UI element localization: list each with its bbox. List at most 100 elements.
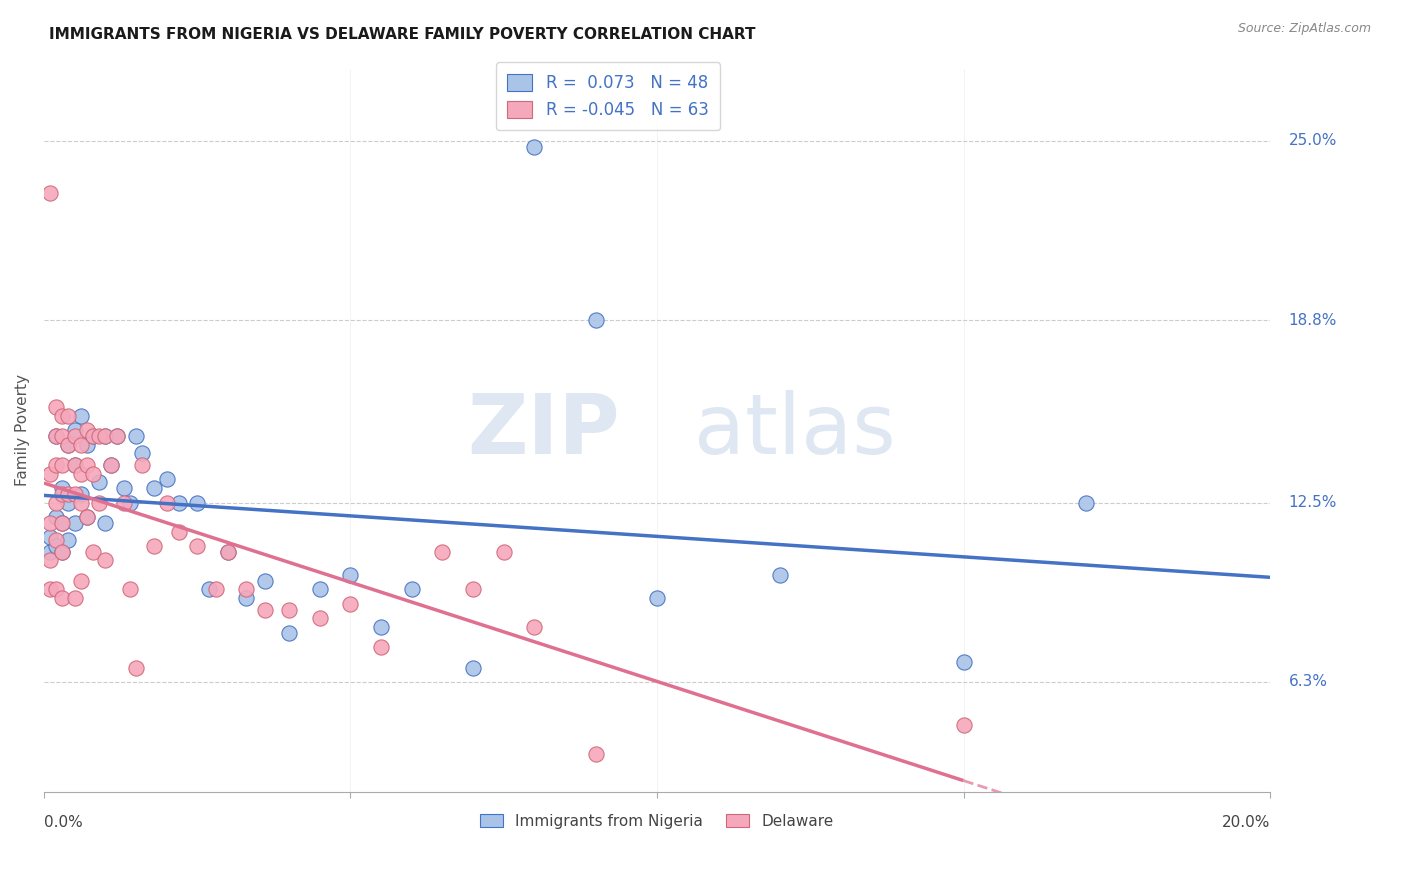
Point: [100, 458, 122, 472]
Point: [51, 487, 73, 501]
Point: [186, 495, 208, 509]
Point: [69, 487, 91, 501]
Text: atlas: atlas: [693, 390, 896, 471]
Point: [82, 467, 104, 481]
Text: Source: ZipAtlas.com: Source: ZipAtlas.com: [1237, 22, 1371, 36]
Point: [167, 495, 190, 509]
Point: [45, 400, 67, 414]
Point: [45, 533, 67, 548]
Point: [131, 458, 153, 472]
Point: [58, 487, 80, 501]
Point: [39, 582, 62, 597]
Point: [82, 545, 104, 559]
Point: [167, 524, 190, 539]
Point: [585, 313, 607, 327]
Point: [401, 582, 423, 597]
Point: [51, 516, 73, 530]
Point: [51, 516, 73, 530]
Y-axis label: Family Poverty: Family Poverty: [15, 375, 30, 486]
Point: [63, 487, 86, 501]
Point: [58, 438, 80, 452]
Text: ZIP: ZIP: [468, 390, 620, 471]
Point: [112, 481, 135, 495]
Point: [69, 574, 91, 588]
Point: [432, 545, 454, 559]
Point: [58, 409, 80, 423]
Text: 25.0%: 25.0%: [1288, 134, 1337, 148]
Text: 18.8%: 18.8%: [1288, 313, 1337, 327]
Point: [217, 545, 239, 559]
Point: [339, 568, 361, 582]
Point: [45, 458, 67, 472]
Point: [51, 545, 73, 559]
Point: [76, 438, 98, 452]
Point: [51, 545, 73, 559]
Point: [82, 429, 104, 443]
Point: [45, 495, 67, 509]
Point: [45, 539, 67, 553]
Point: [51, 458, 73, 472]
Point: [63, 516, 86, 530]
Point: [69, 409, 91, 423]
Point: [39, 545, 62, 559]
Point: [39, 530, 62, 544]
Point: [94, 429, 117, 443]
Point: [339, 597, 361, 611]
Point: [308, 582, 330, 597]
Point: [143, 481, 166, 495]
Point: [94, 516, 117, 530]
Point: [82, 429, 104, 443]
Point: [63, 423, 86, 437]
Point: [370, 640, 392, 655]
Point: [278, 625, 301, 640]
Legend: Immigrants from Nigeria, Delaware: Immigrants from Nigeria, Delaware: [474, 807, 839, 835]
Point: [492, 545, 515, 559]
Point: [125, 660, 148, 674]
Point: [58, 438, 80, 452]
Point: [198, 582, 221, 597]
Point: [39, 186, 62, 200]
Point: [461, 582, 484, 597]
Point: [112, 495, 135, 509]
Point: [107, 429, 129, 443]
Point: [45, 429, 67, 443]
Point: [76, 510, 98, 524]
Point: [39, 553, 62, 567]
Point: [253, 574, 276, 588]
Point: [58, 495, 80, 509]
Point: [461, 660, 484, 674]
Point: [952, 655, 974, 669]
Point: [51, 591, 73, 605]
Text: 20.0%: 20.0%: [1222, 815, 1270, 830]
Point: [69, 467, 91, 481]
Point: [143, 539, 166, 553]
Point: [278, 602, 301, 616]
Point: [100, 458, 122, 472]
Point: [87, 475, 110, 490]
Point: [63, 458, 86, 472]
Point: [51, 409, 73, 423]
Point: [63, 591, 86, 605]
Text: 6.3%: 6.3%: [1288, 674, 1327, 690]
Point: [125, 429, 148, 443]
Point: [155, 495, 177, 509]
Text: IMMIGRANTS FROM NIGERIA VS DELAWARE FAMILY POVERTY CORRELATION CHART: IMMIGRANTS FROM NIGERIA VS DELAWARE FAMI…: [49, 27, 755, 42]
Point: [523, 620, 546, 634]
Point: [51, 481, 73, 495]
Point: [39, 467, 62, 481]
Point: [370, 620, 392, 634]
Point: [118, 495, 141, 509]
Point: [45, 510, 67, 524]
Point: [39, 516, 62, 530]
Point: [235, 591, 257, 605]
Point: [155, 472, 177, 486]
Point: [87, 495, 110, 509]
Point: [94, 429, 117, 443]
Text: 12.5%: 12.5%: [1288, 495, 1337, 510]
Point: [253, 602, 276, 616]
Point: [523, 139, 546, 153]
Point: [69, 438, 91, 452]
Point: [768, 568, 790, 582]
Point: [186, 539, 208, 553]
Point: [63, 429, 86, 443]
